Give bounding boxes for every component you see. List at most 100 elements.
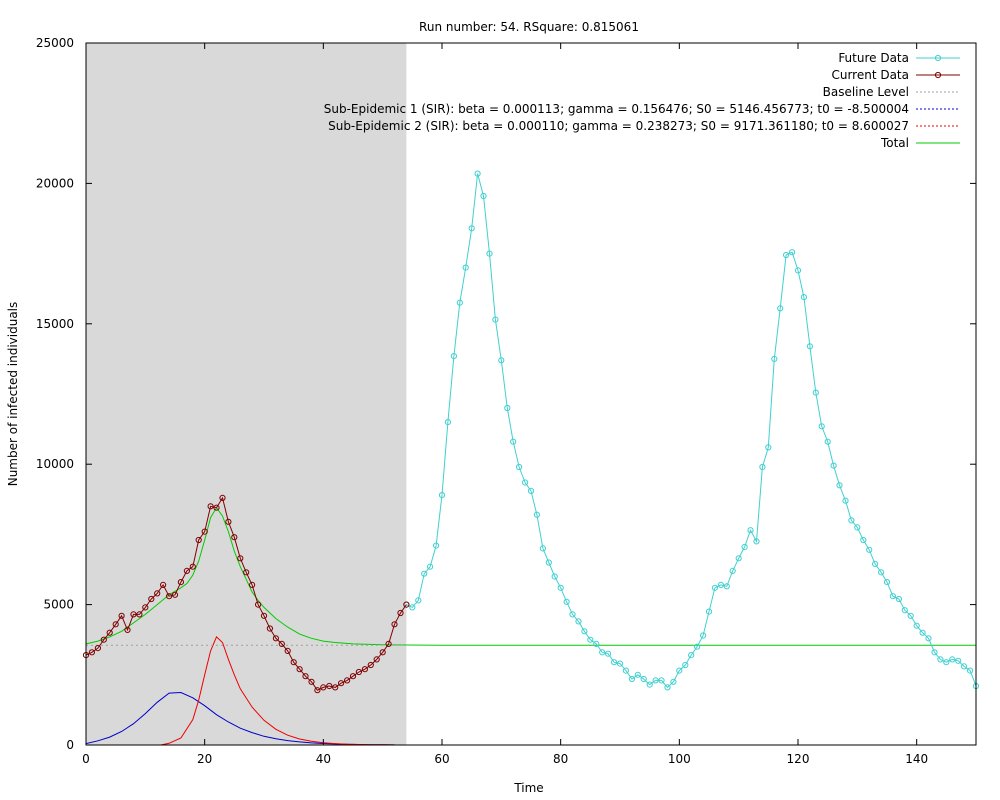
data-point-future-data <box>901 607 908 614</box>
data-point-current-data <box>385 640 392 648</box>
data-point-current-data <box>260 612 268 619</box>
data-point-future-data <box>949 656 956 663</box>
data-point-future-data <box>587 636 594 643</box>
data-point-future-data <box>931 649 938 656</box>
data-point-future-data <box>581 628 588 635</box>
data-point-current-data <box>171 591 179 598</box>
series-line-future-data <box>406 173 977 689</box>
data-point-current-data <box>349 673 357 680</box>
data-point-future-data <box>741 543 748 551</box>
y-tick-label: 25000 <box>36 36 74 50</box>
data-point-future-data <box>652 677 659 684</box>
x-tick-label: 40 <box>316 752 331 766</box>
data-point-future-data <box>700 632 707 639</box>
data-point-future-data <box>961 663 968 670</box>
data-point-current-data <box>290 659 297 666</box>
x-tick-label: 20 <box>197 752 212 766</box>
legend-label: Baseline Level <box>823 85 909 99</box>
data-point-future-data <box>812 389 819 396</box>
data-point-future-data <box>504 404 511 412</box>
data-point-current-data <box>154 590 161 597</box>
data-point-current-data <box>130 611 137 618</box>
data-point-current-data <box>373 656 380 663</box>
data-point-current-data <box>148 595 155 603</box>
data-point-current-data <box>272 635 279 642</box>
data-point-current-data <box>195 536 202 544</box>
data-point-future-data <box>522 479 529 486</box>
data-point-future-data <box>456 299 463 306</box>
data-point-current-data <box>237 555 244 562</box>
data-point-current-data <box>183 567 190 575</box>
y-tick-label: 5000 <box>43 598 74 612</box>
data-point-future-data <box>723 583 730 590</box>
data-point-future-data <box>883 579 891 586</box>
data-point-future-data <box>634 671 641 678</box>
data-point-current-data <box>344 677 351 684</box>
data-point-future-data <box>777 305 784 312</box>
data-point-current-data <box>177 579 184 586</box>
data-point-current-data <box>112 621 119 628</box>
data-point-future-data <box>611 659 618 666</box>
data-point-future-data <box>462 264 469 271</box>
data-point-future-data <box>937 656 944 663</box>
data-point-future-data <box>682 661 689 669</box>
legend: Future Data Current Data Baseline Level Sub… <box>324 51 960 150</box>
x-axis-label: Time <box>513 781 543 795</box>
data-point-current-data <box>278 640 285 648</box>
data-point-current-data <box>355 668 362 676</box>
data-point-future-data <box>895 595 903 603</box>
y-tick-label: 10000 <box>36 457 74 471</box>
data-point-current-data <box>326 682 333 690</box>
data-point-current-data <box>142 604 149 611</box>
data-point-future-data <box>878 569 885 576</box>
data-point-future-data <box>664 684 671 691</box>
legend-label: Sub-Epidemic 1 (SIR): beta = 0.000113; g… <box>324 102 909 116</box>
data-point-current-data <box>189 563 196 570</box>
data-point-future-data <box>474 170 481 177</box>
data-point-future-data <box>866 546 873 553</box>
series-line-current-data <box>85 496 407 691</box>
data-point-current-data <box>332 684 339 691</box>
data-point-future-data <box>717 581 725 589</box>
legend-marker <box>934 54 942 62</box>
data-point-future-data <box>729 567 736 575</box>
data-point-future-data <box>759 463 766 471</box>
data-point-future-data <box>492 316 499 323</box>
data-point-current-data <box>213 504 220 511</box>
chart-title: Run number: 54. RSquare: 0.815061 <box>419 20 639 34</box>
data-point-future-data <box>711 584 719 591</box>
data-point-future-data <box>783 251 790 259</box>
data-point-current-data <box>106 629 113 636</box>
data-point-current-data <box>266 625 273 632</box>
data-point-current-data <box>166 593 173 600</box>
data-point-future-data <box>789 249 796 256</box>
data-point-future-data <box>830 462 837 469</box>
data-point-current-data <box>403 601 410 608</box>
y-tick-label: 0 <box>66 738 74 752</box>
data-point-future-data <box>563 598 570 605</box>
legend-marker <box>934 71 942 79</box>
data-point-current-data <box>243 569 250 576</box>
data-point-current-data <box>320 684 327 691</box>
data-point-future-data <box>545 559 552 566</box>
data-point-future-data <box>557 584 564 591</box>
data-point-future-data <box>533 511 541 518</box>
data-point-future-data <box>444 419 451 426</box>
data-point-future-data <box>498 357 505 364</box>
data-point-current-data <box>249 581 256 589</box>
data-point-future-data <box>409 604 416 611</box>
data-point-future-data <box>622 667 630 674</box>
legend-label: Sub-Epidemic 2 (SIR): beta = 0.000110; g… <box>328 119 909 133</box>
x-tick-label: 100 <box>668 752 691 766</box>
data-point-current-data <box>225 518 232 525</box>
data-point-future-data <box>658 677 665 684</box>
data-point-current-data <box>391 621 398 628</box>
data-point-future-data <box>735 555 742 562</box>
plot-frame <box>85 42 977 746</box>
data-point-future-data <box>889 593 897 600</box>
data-point-future-data <box>705 608 713 615</box>
data-point-future-data <box>628 675 636 683</box>
data-point-future-data <box>925 635 932 642</box>
